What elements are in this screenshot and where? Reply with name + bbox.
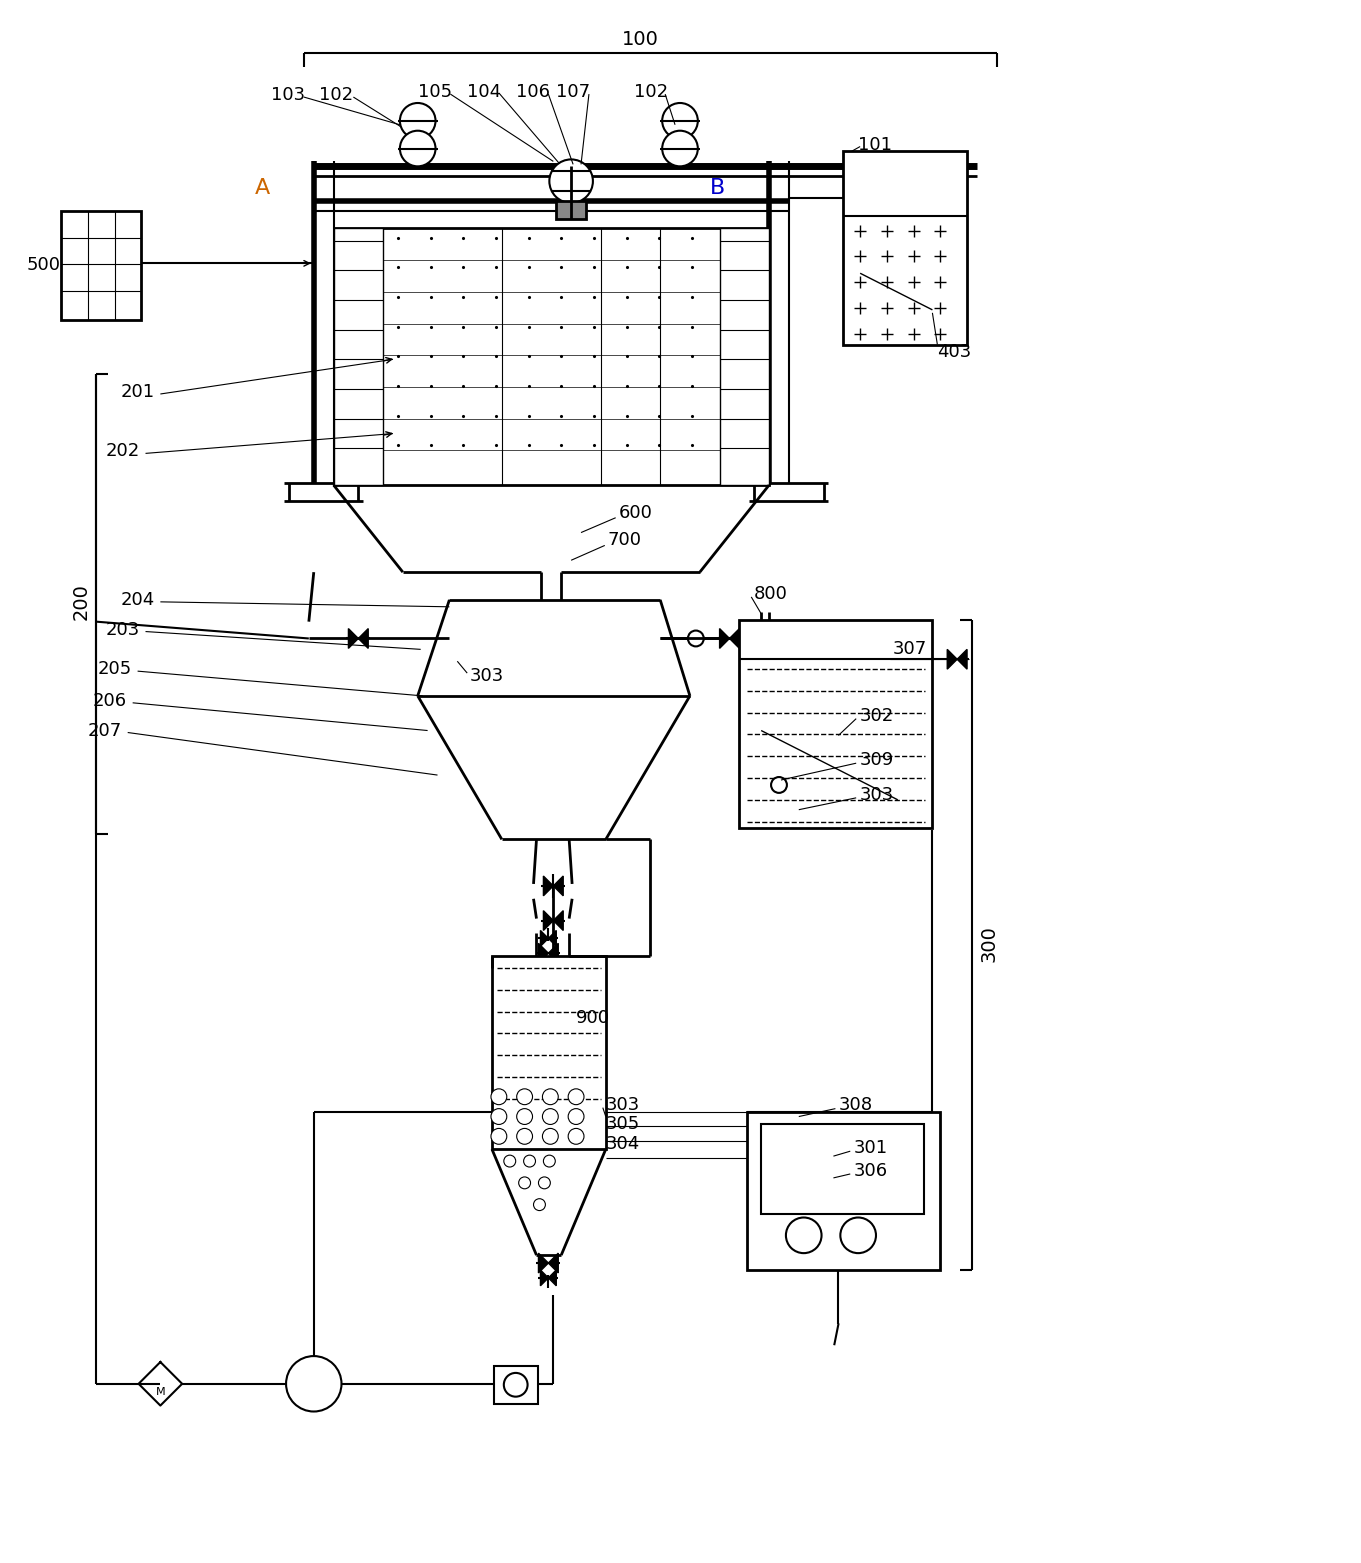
Circle shape — [524, 1155, 535, 1168]
Polygon shape — [548, 1254, 558, 1272]
Text: 106: 106 — [516, 83, 550, 102]
Text: 103: 103 — [271, 86, 305, 105]
Text: 308: 308 — [838, 1096, 872, 1114]
Text: A: A — [255, 178, 269, 199]
Polygon shape — [720, 628, 729, 649]
Text: 205: 205 — [98, 660, 132, 678]
Circle shape — [568, 1089, 584, 1105]
Text: B: B — [710, 178, 725, 199]
Bar — [844, 152, 968, 344]
Polygon shape — [947, 649, 957, 669]
Polygon shape — [539, 944, 548, 963]
Text: 307: 307 — [893, 641, 927, 658]
Text: 300: 300 — [980, 925, 999, 961]
Bar — [494, 1366, 539, 1404]
Circle shape — [663, 103, 698, 139]
Text: 306: 306 — [853, 1161, 887, 1180]
Polygon shape — [540, 930, 548, 946]
Text: 101: 101 — [859, 136, 893, 153]
Circle shape — [517, 1089, 532, 1105]
Polygon shape — [957, 649, 968, 669]
Circle shape — [663, 131, 698, 166]
Polygon shape — [548, 944, 558, 963]
Bar — [720, 228, 769, 485]
Circle shape — [568, 1128, 584, 1144]
Text: 206: 206 — [93, 692, 127, 710]
Bar — [61, 211, 140, 320]
Circle shape — [550, 159, 593, 203]
Text: 303: 303 — [470, 667, 505, 685]
Circle shape — [543, 1128, 558, 1144]
Text: 309: 309 — [860, 752, 894, 769]
Circle shape — [517, 1108, 532, 1124]
Circle shape — [400, 103, 436, 139]
Circle shape — [519, 1177, 531, 1189]
Text: 204: 204 — [121, 591, 155, 610]
Circle shape — [840, 1218, 876, 1254]
Circle shape — [543, 1089, 558, 1105]
Circle shape — [491, 1089, 506, 1105]
Text: 301: 301 — [853, 1139, 887, 1157]
Circle shape — [785, 1218, 822, 1254]
Text: 102: 102 — [634, 83, 668, 102]
Text: 600: 600 — [619, 503, 652, 522]
Text: 102: 102 — [318, 86, 352, 105]
Text: 203: 203 — [106, 621, 140, 639]
Text: 104: 104 — [467, 83, 501, 102]
Text: 303: 303 — [606, 1096, 640, 1114]
Circle shape — [504, 1372, 528, 1397]
Text: 105: 105 — [418, 83, 452, 102]
Circle shape — [543, 1108, 558, 1124]
Bar — [761, 1124, 924, 1213]
Polygon shape — [358, 628, 369, 649]
Text: 201: 201 — [121, 383, 155, 402]
Polygon shape — [348, 628, 358, 649]
Circle shape — [491, 1128, 506, 1144]
Bar — [739, 619, 932, 827]
Text: 302: 302 — [860, 706, 894, 725]
Text: 900: 900 — [576, 1008, 610, 1027]
Polygon shape — [543, 911, 554, 930]
Bar — [333, 228, 769, 485]
Polygon shape — [548, 1271, 557, 1286]
Polygon shape — [548, 930, 557, 946]
Text: M: M — [155, 1386, 165, 1397]
Polygon shape — [539, 1254, 548, 1272]
Circle shape — [539, 1177, 550, 1189]
Text: 200: 200 — [72, 583, 91, 621]
Circle shape — [491, 1108, 506, 1124]
Circle shape — [772, 777, 787, 792]
Text: 305: 305 — [606, 1116, 640, 1133]
Circle shape — [568, 1108, 584, 1124]
Polygon shape — [295, 1372, 332, 1396]
Text: 107: 107 — [557, 83, 591, 102]
Circle shape — [534, 1199, 546, 1211]
Circle shape — [543, 1155, 555, 1168]
Text: 800: 800 — [754, 585, 788, 603]
Circle shape — [286, 1357, 342, 1411]
Text: 700: 700 — [608, 531, 642, 550]
Polygon shape — [554, 875, 563, 896]
Bar — [747, 1111, 940, 1271]
Text: 202: 202 — [106, 442, 140, 461]
Text: 303: 303 — [860, 786, 894, 803]
Text: 403: 403 — [938, 344, 972, 361]
Polygon shape — [729, 628, 739, 649]
Polygon shape — [554, 911, 563, 930]
Bar — [557, 202, 587, 219]
Text: 207: 207 — [88, 722, 122, 739]
Polygon shape — [540, 1271, 548, 1286]
Text: 500: 500 — [27, 256, 61, 275]
Circle shape — [517, 1128, 532, 1144]
Circle shape — [687, 630, 704, 647]
Polygon shape — [543, 875, 554, 896]
Bar — [333, 228, 382, 485]
Text: 304: 304 — [606, 1135, 640, 1153]
Text: 100: 100 — [622, 30, 659, 48]
Circle shape — [400, 131, 436, 166]
Circle shape — [504, 1155, 516, 1168]
Bar — [491, 957, 606, 1149]
